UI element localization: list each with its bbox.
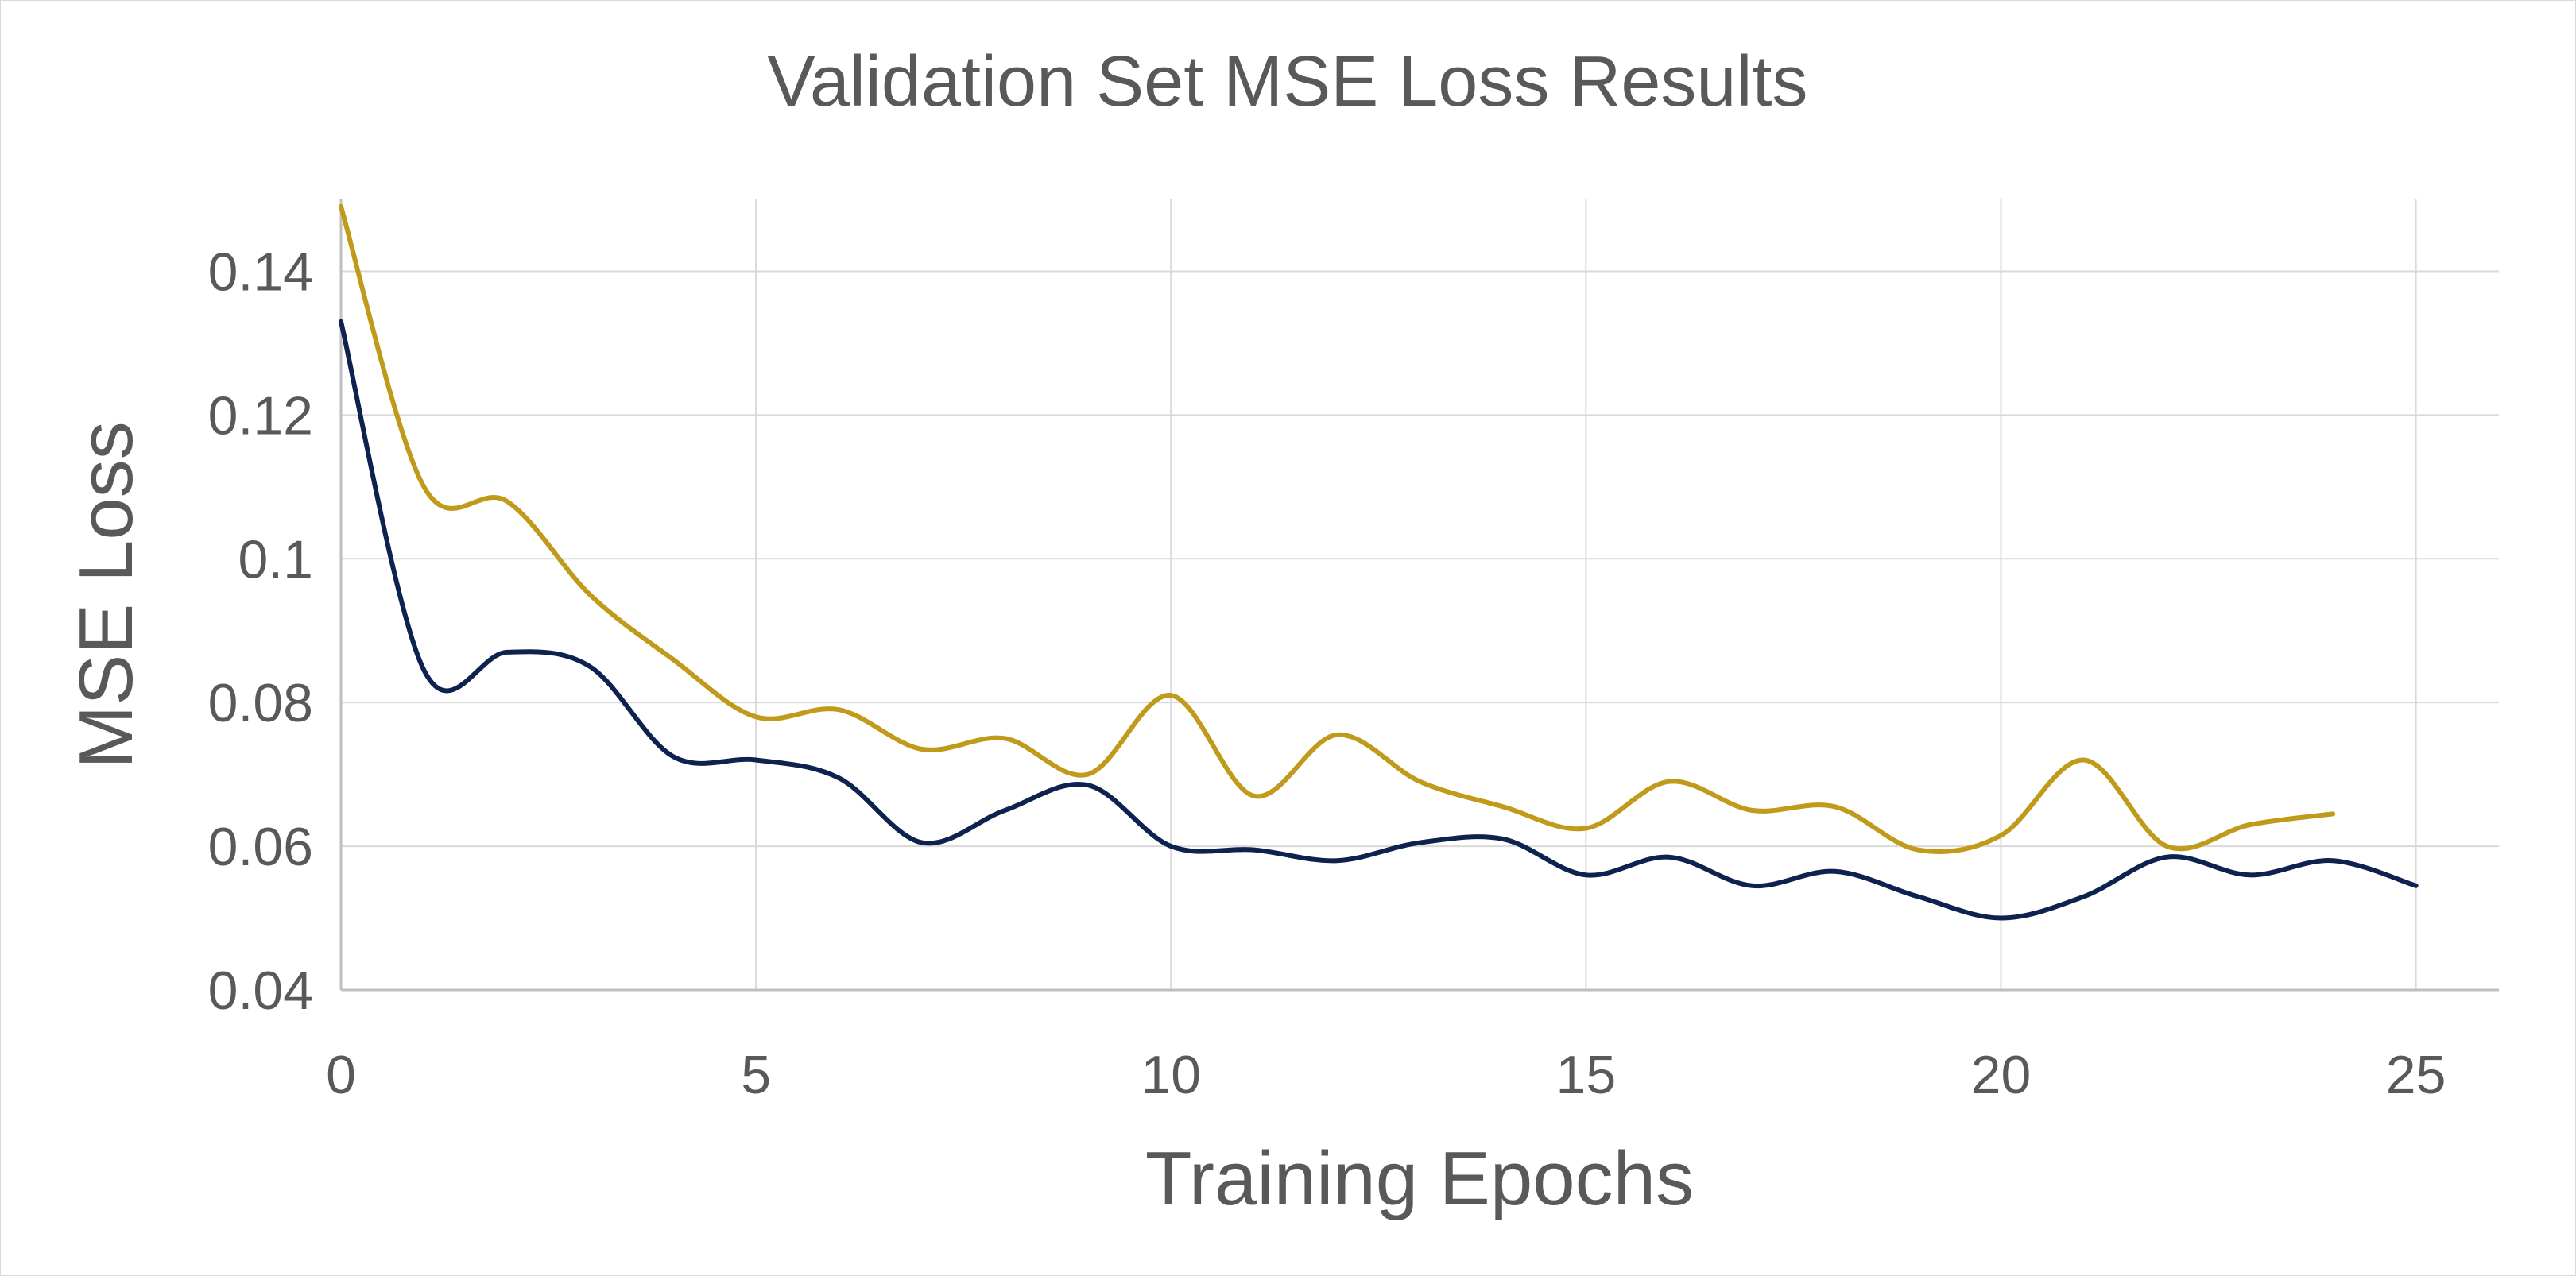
x-tick-label: 0 bbox=[326, 1045, 356, 1105]
series-lines bbox=[339, 204, 2419, 921]
x-tick-label: 25 bbox=[2386, 1045, 2446, 1105]
x-tick-label: 5 bbox=[741, 1045, 771, 1105]
series-line-1 bbox=[339, 204, 2336, 854]
x-tick-label: 10 bbox=[1141, 1045, 1201, 1105]
series-line-2 bbox=[339, 319, 2419, 921]
y-axis-label: MSE Loss bbox=[64, 421, 149, 768]
y-tick-label: 0.06 bbox=[208, 817, 313, 877]
y-tick-label: 0.1 bbox=[238, 529, 313, 590]
x-tick-labels: 0 5 10 15 20 25 bbox=[326, 1045, 2446, 1105]
x-tick-label: 20 bbox=[1971, 1045, 2032, 1105]
y-tick-label: 0.08 bbox=[208, 673, 313, 733]
chart-title: Validation Set MSE Loss Results bbox=[768, 42, 1808, 122]
y-tick-label: 0.14 bbox=[208, 242, 313, 302]
x-tick-label: 15 bbox=[1556, 1045, 1617, 1105]
y-tick-label: 0.12 bbox=[208, 385, 313, 446]
y-tick-labels: 0.04 0.06 0.08 0.1 0.12 0.14 bbox=[208, 242, 313, 1021]
x-axis-label: Training Epochs bbox=[1145, 1136, 1694, 1221]
grid bbox=[341, 199, 2499, 990]
y-tick-label: 0.04 bbox=[208, 961, 313, 1021]
